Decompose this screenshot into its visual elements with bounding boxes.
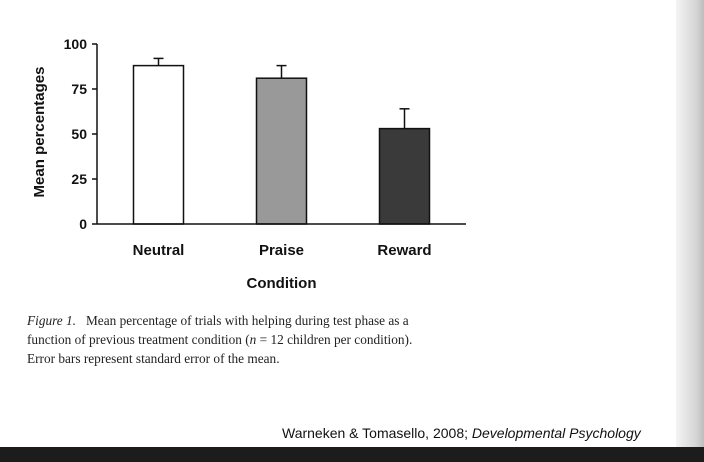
citation-authors: Warneken & Tomasello, 2008;	[282, 425, 472, 441]
bar-neutral	[132, 64, 185, 225]
x-category-label: Reward	[377, 242, 431, 259]
bar-reward	[378, 127, 431, 225]
caption-text-1: Mean percentage of trials with helping d…	[85, 313, 409, 328]
y-tick-label: 100	[64, 36, 88, 52]
y-tick-label: 50	[71, 126, 87, 142]
x-axis-title: Condition	[247, 275, 317, 292]
figure-label: Figure 1.	[27, 313, 76, 328]
bar-chart: 0 25 50 75 100 Neutral Praise Reward Mean perc…	[31, 36, 466, 292]
caption-line-1: Figure 1. Mean percentage of trials with…	[27, 311, 482, 330]
page-edge-shadow	[676, 0, 704, 447]
caption-text-3: Error bars represent standard error of t…	[27, 351, 280, 366]
caption-line-2: function of previous treatment condition…	[27, 330, 482, 349]
citation: Warneken & Tomasello, 2008; Developmenta…	[282, 425, 641, 441]
caption-text-2b: = 12 children per condition).	[256, 332, 413, 347]
y-tick-label: 25	[71, 171, 87, 187]
x-category-label: Neutral	[133, 242, 185, 259]
bottom-bar	[0, 447, 704, 462]
y-tick-label: 75	[71, 81, 87, 97]
figure-caption: Figure 1. Mean percentage of trials with…	[27, 311, 482, 368]
y-tick-label: 0	[79, 216, 87, 232]
citation-journal: Developmental Psychology	[471, 425, 641, 441]
y-axis-title: Mean percentages	[31, 67, 48, 198]
caption-n-symbol: n	[249, 332, 257, 347]
bar-praise	[255, 77, 308, 225]
caption-text-2a: function of previous treatment condition…	[27, 332, 250, 347]
x-category-label: Praise	[259, 242, 304, 259]
caption-line-3: Error bars represent standard error of t…	[27, 349, 482, 368]
